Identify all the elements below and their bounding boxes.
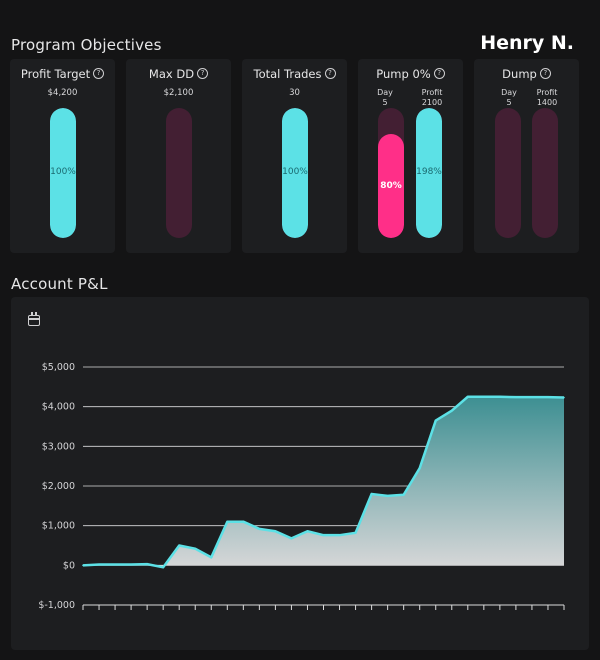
help-icon[interactable]: ? bbox=[539, 68, 551, 79]
progress-bar: 100% bbox=[282, 108, 308, 238]
objective-card-max-dd: Max DD? $2,100 bbox=[126, 59, 231, 253]
pnl-point bbox=[98, 563, 100, 566]
day-progress-bar: 80% bbox=[378, 108, 404, 238]
pnl-point bbox=[418, 467, 421, 469]
pnl-point bbox=[194, 547, 197, 550]
pnl-point bbox=[290, 537, 293, 540]
pnl-point bbox=[483, 395, 485, 398]
calendar-icon[interactable] bbox=[28, 312, 40, 326]
pnl-point bbox=[467, 395, 469, 398]
progress-fill bbox=[416, 108, 442, 238]
pnl-point bbox=[386, 495, 389, 497]
pnl-point bbox=[146, 563, 148, 565]
day-label: Day bbox=[501, 88, 517, 97]
day-value: 5 bbox=[382, 98, 388, 107]
help-icon[interactable]: ? bbox=[197, 68, 209, 79]
pnl-point bbox=[274, 530, 277, 533]
pnl-point bbox=[162, 566, 164, 569]
progress-fill bbox=[50, 108, 76, 238]
progress-label: 80% bbox=[380, 181, 402, 191]
card-value: $2,100 bbox=[163, 88, 194, 98]
card-title: Pump 0%? bbox=[358, 67, 463, 81]
card-title: Profit Target? bbox=[10, 67, 115, 81]
pnl-chart: $-1,000 $0 $1,000 $2,000 $3,000 $4,000 $5,000 bbox=[38, 362, 565, 611]
help-icon[interactable]: ? bbox=[93, 68, 105, 79]
objective-card-total-trades: Total Trades? 30 100% bbox=[242, 59, 347, 253]
pnl-area bbox=[83, 396, 564, 568]
pnl-point bbox=[434, 419, 437, 422]
pnl-point bbox=[547, 396, 549, 398]
pnl-point bbox=[531, 396, 533, 398]
pnl-point bbox=[130, 563, 132, 566]
pnl-point bbox=[515, 396, 517, 398]
pnl-panel: $-1,000 $0 $1,000 $2,000 $3,000 $4,000 $5,000 bbox=[11, 297, 589, 650]
card-title: Total Trades? bbox=[242, 67, 347, 81]
objective-card-pump: Pump 0%? Day 5 Profit 2100 80% 198% bbox=[358, 59, 463, 253]
card-title-text: Max DD bbox=[148, 67, 195, 81]
y-tick-label: $5,000 bbox=[42, 362, 75, 373]
help-icon[interactable]: ? bbox=[433, 68, 445, 79]
progress-label: 198% bbox=[416, 167, 442, 177]
y-tick-label: $4,000 bbox=[42, 402, 75, 413]
profit-label: Profit bbox=[536, 88, 558, 97]
progress-fill bbox=[282, 108, 308, 238]
profit-progress-bar: 198% bbox=[416, 108, 442, 238]
pnl-point bbox=[82, 564, 84, 567]
progress-bar bbox=[166, 108, 192, 238]
pnl-point bbox=[354, 532, 357, 534]
y-tick-label: $-1,000 bbox=[38, 600, 75, 611]
pnl-point bbox=[370, 493, 373, 495]
pnl-point bbox=[258, 528, 261, 530]
objective-card-profit-target: Profit Target? $4,200 100% bbox=[10, 59, 115, 253]
day-value: 5 bbox=[506, 98, 512, 107]
objectives-title: Program Objectives bbox=[11, 36, 162, 54]
card-value: 30 bbox=[289, 88, 300, 98]
card-title-text: Dump bbox=[502, 67, 537, 81]
objective-card-dump: Dump? Day 5 Profit 1400 bbox=[474, 59, 579, 253]
pnl-point bbox=[114, 563, 116, 566]
card-title-text: Total Trades bbox=[253, 67, 322, 81]
y-tick-label: $2,000 bbox=[42, 481, 75, 492]
pnl-point bbox=[563, 396, 565, 399]
profit-value: 1400 bbox=[536, 98, 558, 107]
day-label: Day bbox=[377, 88, 393, 97]
objectives-cards: Profit Target? $4,200 100% Max DD? $2,10… bbox=[10, 59, 580, 253]
pnl-point bbox=[402, 493, 405, 496]
progress-fill bbox=[378, 134, 404, 238]
profit-value: 2100 bbox=[421, 98, 443, 107]
pnl-point bbox=[178, 544, 180, 547]
pnl-point bbox=[338, 534, 341, 536]
progress-bar: 100% bbox=[50, 108, 76, 238]
profit-progress-bar bbox=[532, 108, 558, 238]
profit-label: Profit bbox=[421, 88, 443, 97]
card-title-text: Profit Target bbox=[20, 67, 91, 81]
pnl-point bbox=[499, 395, 501, 398]
help-icon[interactable]: ? bbox=[324, 68, 336, 79]
pnl-title: Account P&L bbox=[11, 275, 108, 293]
user-name: Henry N. bbox=[480, 32, 574, 54]
pnl-point bbox=[242, 520, 245, 523]
pnl-point bbox=[322, 534, 325, 536]
day-progress-bar bbox=[495, 108, 521, 238]
pnl-point bbox=[226, 520, 229, 523]
y-tick-label: $3,000 bbox=[42, 441, 75, 452]
y-tick-label: $1,000 bbox=[42, 521, 75, 532]
card-title: Max DD? bbox=[126, 67, 231, 81]
card-title: Dump? bbox=[474, 67, 579, 81]
card-title-text: Pump 0% bbox=[376, 67, 431, 81]
y-tick-label: $0 bbox=[63, 560, 75, 571]
pnl-point bbox=[306, 530, 309, 533]
card-value: $4,200 bbox=[47, 88, 78, 98]
progress-label: 100% bbox=[50, 167, 76, 177]
pnl-point bbox=[450, 409, 453, 412]
progress-label: 100% bbox=[282, 167, 308, 177]
pnl-point bbox=[210, 556, 213, 559]
